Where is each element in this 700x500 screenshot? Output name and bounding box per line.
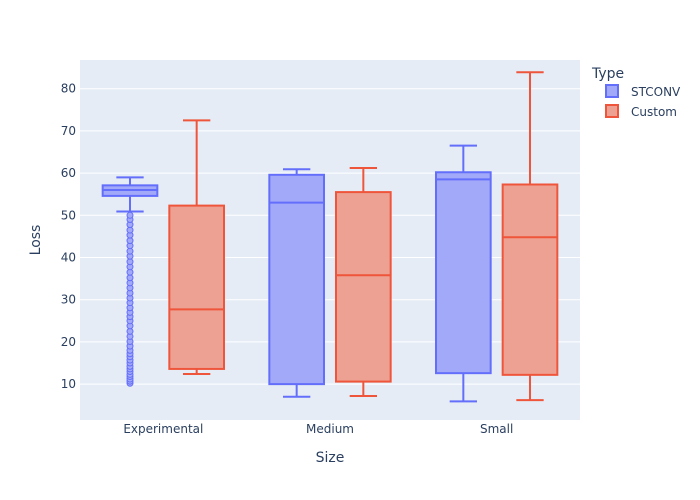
y-gridlines	[80, 88, 580, 385]
box-custom-experimental	[168, 119, 225, 375]
box-iqr	[168, 204, 225, 370]
legend-item-stconv[interactable]: STCONV	[605, 84, 681, 99]
box-iqr	[268, 173, 326, 386]
y-tick-label: 40	[61, 251, 76, 265]
y-tick-label: 10	[61, 377, 76, 391]
y-tick-label: 70	[61, 124, 76, 138]
x-tick-label: Experimental	[123, 422, 203, 436]
y-axis-title: Loss	[28, 225, 44, 256]
plot-area-background	[80, 60, 580, 420]
outlier-point	[126, 211, 134, 219]
box-stconv-medium	[268, 168, 326, 398]
box-iqr	[335, 191, 392, 383]
box-custom-medium	[335, 167, 392, 397]
box-stconv-experimental	[101, 176, 159, 387]
box-iqr	[501, 183, 559, 376]
legend-label-stconv: STCONV	[631, 85, 681, 99]
legend-swatch-custom	[605, 104, 619, 118]
box-iqr	[435, 171, 492, 375]
box-custom-small	[501, 71, 559, 402]
x-tick-labels: Experimental Medium Small	[123, 422, 513, 436]
legend-label-custom: Custom	[631, 105, 677, 119]
y-tick-label: 50	[61, 208, 76, 222]
y-tick-label: 20	[61, 335, 76, 349]
y-tick-label: 80	[61, 82, 76, 96]
x-axis-title: Size	[316, 450, 345, 466]
legend-swatch-stconv	[605, 84, 619, 98]
y-tick-label: 30	[61, 293, 76, 307]
y-tick-label: 60	[61, 166, 76, 180]
box-traces	[101, 71, 559, 403]
x-tick-label: Medium	[306, 422, 354, 436]
y-tick-labels: 10 20 30 40 50 60 70 80	[61, 82, 76, 391]
x-tick-label: Small	[480, 422, 513, 436]
box-stconv-small	[435, 144, 492, 403]
legend-title: Type	[591, 66, 624, 82]
legend-item-custom[interactable]: Custom	[605, 104, 677, 119]
legend: Type STCONV Custom	[591, 66, 681, 119]
